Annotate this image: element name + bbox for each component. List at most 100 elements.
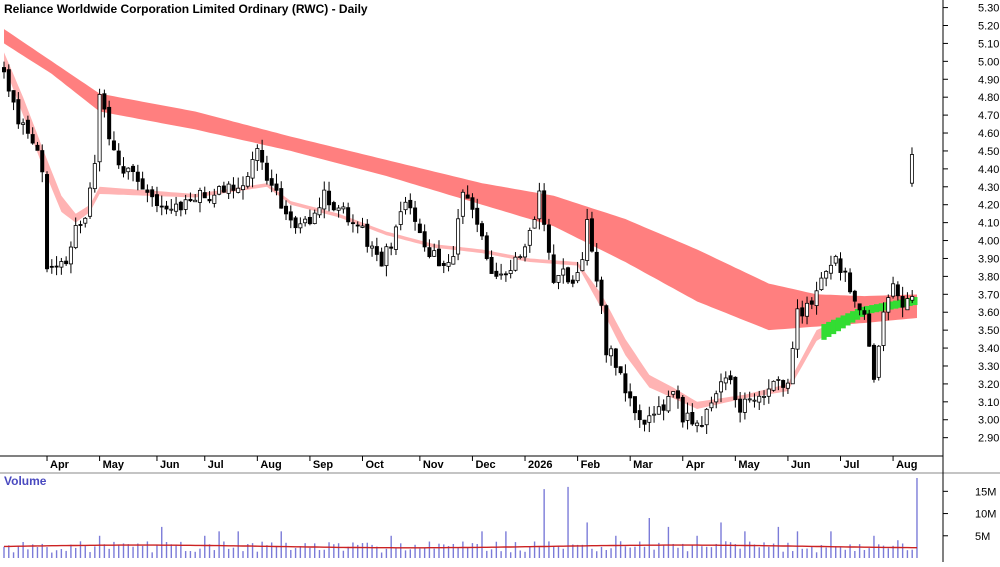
price-tick-label: 4.00 bbox=[978, 236, 999, 248]
price-tick-label: 3.30 bbox=[978, 361, 999, 373]
price-tick-label: 3.80 bbox=[978, 271, 999, 283]
price-bar-body bbox=[140, 178, 145, 190]
month-label: Aug bbox=[260, 459, 281, 471]
month-label: Jun bbox=[791, 459, 811, 471]
volume-tick-label: 5M bbox=[975, 531, 990, 543]
price-bar-body bbox=[518, 256, 523, 259]
chart-title: Reliance Worldwide Corporation Limited O… bbox=[4, 2, 368, 16]
last-price-bar-body bbox=[909, 154, 914, 184]
price-bar-body bbox=[905, 298, 910, 311]
price-bar-body bbox=[680, 396, 685, 423]
price-bar-body bbox=[652, 413, 657, 416]
price-bar-body bbox=[226, 183, 231, 194]
price-bar-body bbox=[59, 261, 64, 268]
price-bar-body bbox=[25, 119, 30, 134]
price-tick-label: 5.00 bbox=[978, 56, 999, 68]
price-bar-body bbox=[862, 310, 867, 315]
price-bar-body bbox=[30, 134, 35, 144]
price-bar-body bbox=[408, 199, 413, 209]
price-bar-body bbox=[456, 218, 461, 255]
ma-crossover-segment bbox=[854, 308, 861, 320]
price-bar-body bbox=[824, 270, 829, 279]
month-label: Jul bbox=[208, 459, 224, 471]
ma-ribbon-1 bbox=[4, 29, 917, 331]
month-label: Sep bbox=[313, 459, 333, 471]
price-bar-body bbox=[867, 313, 872, 347]
price-bar-body bbox=[642, 419, 647, 425]
price-bar-body bbox=[159, 205, 164, 208]
month-label: Feb bbox=[581, 459, 601, 471]
price-bar-body bbox=[585, 219, 590, 261]
price-bar-body bbox=[570, 279, 575, 284]
price-bar-body bbox=[40, 150, 45, 173]
month-label: Oct bbox=[366, 459, 385, 471]
price-bar-body bbox=[379, 251, 384, 267]
price-tick-label: 3.20 bbox=[978, 379, 999, 391]
price-bar-body bbox=[45, 174, 50, 270]
price-bar-body bbox=[479, 223, 484, 237]
price-bar-body bbox=[327, 190, 332, 206]
price-tick-label: 3.60 bbox=[978, 307, 999, 319]
price-bar-body bbox=[331, 202, 336, 211]
price-tick-label: 3.90 bbox=[978, 253, 999, 265]
price-bar-body bbox=[274, 183, 279, 191]
price-bar-body bbox=[68, 246, 73, 265]
price-bar-body bbox=[733, 376, 738, 401]
price-bar-body bbox=[566, 267, 571, 283]
price-tick-label: 3.00 bbox=[978, 415, 999, 427]
price-bar-body bbox=[895, 284, 900, 297]
price-tick-label: 4.30 bbox=[978, 182, 999, 194]
price-bar-body bbox=[881, 311, 886, 346]
price-bar-body bbox=[814, 290, 819, 306]
month-label: Apr bbox=[686, 459, 706, 471]
price-bar-body bbox=[202, 192, 207, 199]
price-bar-body bbox=[762, 395, 767, 398]
price-tick-label: 3.50 bbox=[978, 325, 999, 337]
price-tick-label: 5.10 bbox=[978, 38, 999, 50]
price-bar-body bbox=[346, 207, 351, 223]
price-bar-body bbox=[88, 187, 93, 217]
price-axis: 5.30 5.20 5.10 5.00 4.90 4.80 4.70 4.60 4.50 4.40… bbox=[943, 3, 999, 445]
price-tick-label: 3.70 bbox=[978, 289, 999, 301]
price-bar-body bbox=[843, 270, 848, 273]
price-bar-body bbox=[236, 187, 241, 193]
price-tick-label: 4.40 bbox=[978, 164, 999, 176]
price-bar-body bbox=[828, 264, 833, 274]
ma-crossover-segment bbox=[845, 313, 851, 326]
price-bar-body bbox=[613, 348, 618, 368]
price-bar-body bbox=[11, 90, 16, 103]
price-bar-body bbox=[628, 391, 633, 399]
price-bar-body bbox=[164, 205, 169, 210]
ma-crossover-segment bbox=[897, 299, 904, 308]
price-bar-body bbox=[6, 69, 11, 92]
price-bar-body bbox=[269, 178, 274, 186]
price-bar-body bbox=[116, 150, 121, 166]
price-bar-body bbox=[632, 396, 637, 414]
ma-crossover-segment bbox=[859, 306, 865, 317]
ma-crossover-segment bbox=[873, 304, 880, 313]
price-bar-body bbox=[374, 246, 379, 255]
price-bar-body bbox=[350, 222, 355, 225]
price-bar-body bbox=[255, 148, 260, 161]
price-bar-body bbox=[671, 391, 676, 395]
month-label: May bbox=[103, 459, 125, 471]
price-bar-body bbox=[293, 217, 298, 229]
price-bar-body bbox=[126, 167, 131, 173]
price-bar-body bbox=[523, 246, 528, 258]
ma-crossover-segment bbox=[840, 315, 846, 329]
price-bar-body bbox=[312, 212, 317, 225]
price-bar-body bbox=[852, 290, 857, 302]
price-bar-body bbox=[594, 251, 599, 282]
price-bar-body bbox=[427, 247, 432, 258]
price-bar-body bbox=[197, 189, 202, 203]
price-bar-body bbox=[542, 190, 547, 225]
price-bar-body bbox=[580, 259, 585, 272]
price-bar-body bbox=[83, 217, 88, 224]
month-label: Jul bbox=[844, 459, 860, 471]
price-tick-label: 3.10 bbox=[978, 397, 999, 409]
price-bar-body bbox=[150, 189, 155, 198]
ma-crossover-segment bbox=[907, 297, 913, 306]
price-bar-body bbox=[169, 208, 174, 211]
price-tick-label: 2.90 bbox=[978, 433, 999, 445]
price-bar-body bbox=[365, 223, 370, 247]
